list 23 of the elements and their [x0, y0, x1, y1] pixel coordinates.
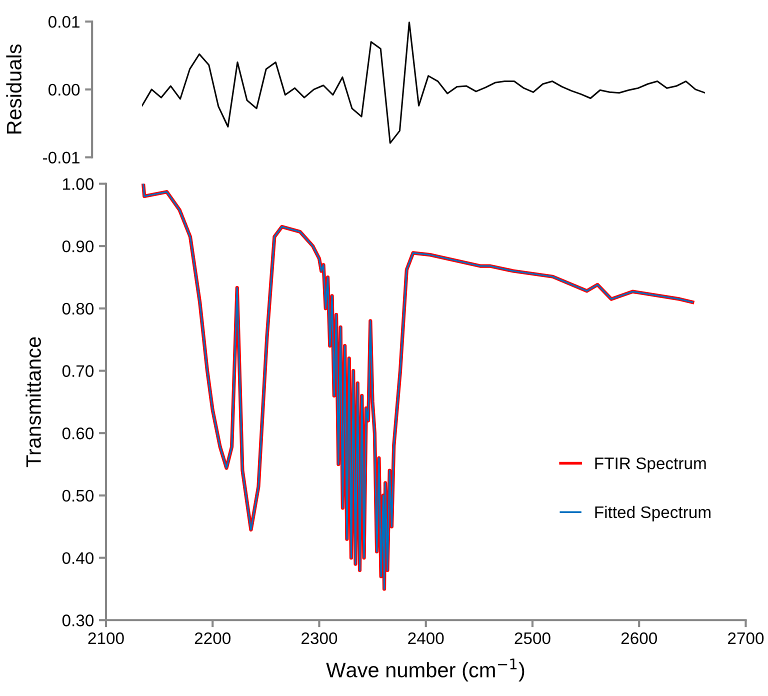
x-tick-label: 2100: [88, 632, 124, 644]
y-tick-label: 0.40: [62, 552, 94, 564]
x-tick-label: 2500: [514, 632, 550, 644]
y-tick-label: 0.60: [62, 428, 94, 440]
y-tick-label: 0.90: [62, 240, 94, 252]
y-tick-label: 0.00: [48, 84, 80, 96]
y-tick-label: 1.00: [63, 178, 94, 190]
x-tick-label: 2200: [194, 632, 230, 644]
y-axis-title: Residuals: [6, 44, 22, 134]
y-axis-title: Transmittance: [26, 337, 41, 468]
legend-label: FTIR Spectrum: [595, 457, 706, 473]
y-tick-label: 0.30: [62, 614, 94, 626]
y-tick-label: -0.01: [43, 152, 80, 164]
y-tick-label: 0.80: [62, 302, 94, 315]
y-tick-label: 0.50: [62, 490, 94, 502]
x-axis-title: Wave number (cm$^{−1}$): [326, 658, 524, 682]
x-tick-label: 2700: [728, 632, 764, 644]
legend-label: Fitted Spectrum: [595, 506, 710, 522]
x-tick-label: 2400: [408, 632, 444, 644]
x-tick-label: 2300: [302, 632, 338, 644]
y-tick-label: 0.01: [48, 16, 80, 28]
y-tick-label: 0.70: [62, 365, 94, 377]
x-tick-label: 2600: [621, 632, 657, 644]
